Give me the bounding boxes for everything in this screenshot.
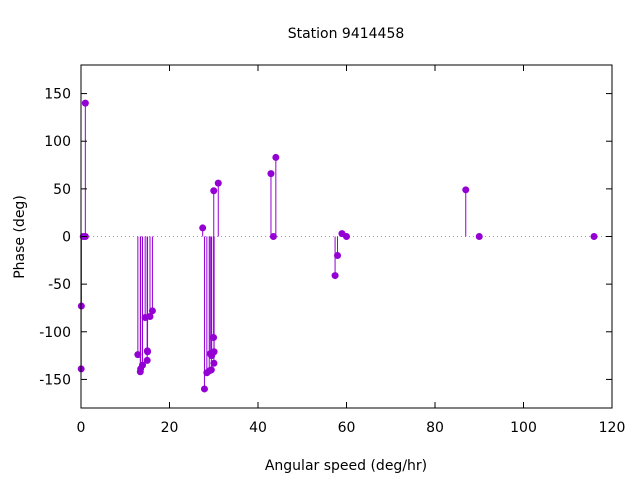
data-point <box>475 233 483 240</box>
data-point <box>343 233 350 240</box>
x-tick-label: 60 <box>338 420 356 436</box>
tick-label-layer: 0 20 40 60 80 100 120 -150 -100 -50 0 50 100 150 <box>39 87 625 436</box>
y-tick-label: 150 <box>44 87 71 103</box>
y-tick-label: -150 <box>39 372 71 388</box>
y-tick-label: 100 <box>44 134 71 150</box>
chart-title: Station 9414458 <box>288 26 405 42</box>
x-axis-label: Angular speed (deg/hr) <box>265 458 427 474</box>
data-point <box>199 224 207 232</box>
data-point <box>81 99 89 107</box>
y-tick-label: 50 <box>53 182 71 198</box>
data-point <box>200 385 208 393</box>
y-tick-label: 0 <box>62 230 71 246</box>
data-point <box>146 313 154 321</box>
data-point <box>143 356 151 364</box>
data-point <box>462 186 470 194</box>
y-tick-label: -100 <box>39 325 71 341</box>
x-tick-label: 0 <box>77 420 86 436</box>
data-point <box>207 366 215 374</box>
x-tick-label: 20 <box>161 420 179 436</box>
data-point <box>210 187 218 195</box>
data-point <box>139 361 147 369</box>
data-point <box>267 170 275 178</box>
data-point <box>269 233 277 240</box>
y-tick-label: -50 <box>48 277 71 293</box>
data-point <box>210 359 218 367</box>
data-point <box>210 348 218 356</box>
y-axis-label: Phase (deg) <box>12 195 28 279</box>
data-point <box>214 179 222 187</box>
data-point <box>144 348 152 356</box>
plot-frame <box>80 64 613 409</box>
x-tick-label: 80 <box>426 420 444 436</box>
x-tick-label: 100 <box>510 420 537 436</box>
x-tick-label: 40 <box>249 420 267 436</box>
data-point <box>331 272 339 280</box>
data-point <box>334 252 342 260</box>
data-point <box>590 233 598 240</box>
data-point <box>210 333 218 341</box>
data-point <box>148 307 156 315</box>
x-tick-label: 120 <box>599 420 626 436</box>
data-point <box>272 153 280 161</box>
data-point <box>134 351 142 359</box>
